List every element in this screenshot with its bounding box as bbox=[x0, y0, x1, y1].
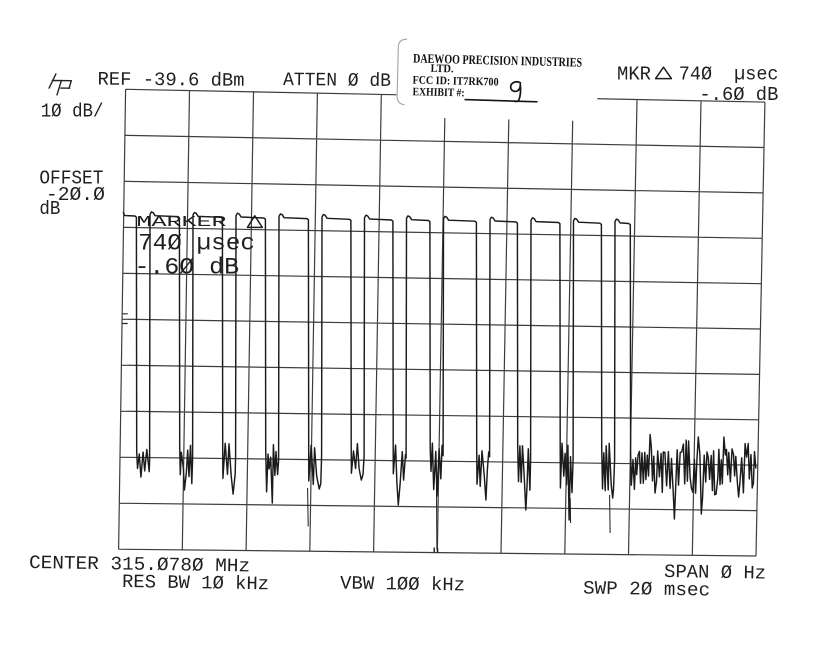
svg-text:DAEWOO PRECISION INDUSTRIES: DAEWOO PRECISION INDUSTRIES bbox=[413, 51, 582, 70]
svg-text:CENTER 315.Ø78Ø MHz: CENTER 315.Ø78Ø MHz bbox=[29, 552, 250, 577]
svg-text:REF -39.6 dBm: REF -39.6 dBm bbox=[97, 69, 244, 92]
svg-text:74Ø µsec: 74Ø µsec bbox=[138, 231, 255, 257]
svg-text:RES BW 1Ø kHz: RES BW 1Ø kHz bbox=[122, 571, 269, 595]
svg-text:74Ø µsec: 74Ø µsec bbox=[679, 64, 779, 86]
svg-text:-.6Ø dB: -.6Ø dB bbox=[699, 84, 778, 106]
svg-text:-2Ø.Ø: -2Ø.Ø bbox=[46, 184, 105, 206]
svg-text:MKR: MKR bbox=[617, 63, 651, 85]
svg-text:SPAN Ø Hz: SPAN Ø Hz bbox=[664, 561, 766, 585]
svg-text:FCC ID: IT7RK700: FCC ID: IT7RK700 bbox=[412, 75, 498, 89]
svg-text:VBW 1ØØ kHz: VBW 1ØØ kHz bbox=[340, 573, 465, 597]
svg-text:MARKER: MARKER bbox=[137, 214, 227, 231]
svg-text:1Ø dB/: 1Ø dB/ bbox=[41, 101, 104, 123]
svg-text:OFFSET: OFFSET bbox=[39, 168, 103, 190]
svg-text:SWP 2Ø msec: SWP 2Ø msec bbox=[583, 578, 710, 602]
svg-text:ATTEN Ø dB: ATTEN Ø dB bbox=[283, 69, 391, 92]
svg-text:-.6Ø dB: -.6Ø dB bbox=[135, 255, 240, 281]
svg-text:EXHIBIT #:: EXHIBIT #: bbox=[412, 86, 464, 99]
svg-text:LTD.: LTD. bbox=[430, 63, 453, 76]
svg-text:dB: dB bbox=[39, 198, 60, 220]
